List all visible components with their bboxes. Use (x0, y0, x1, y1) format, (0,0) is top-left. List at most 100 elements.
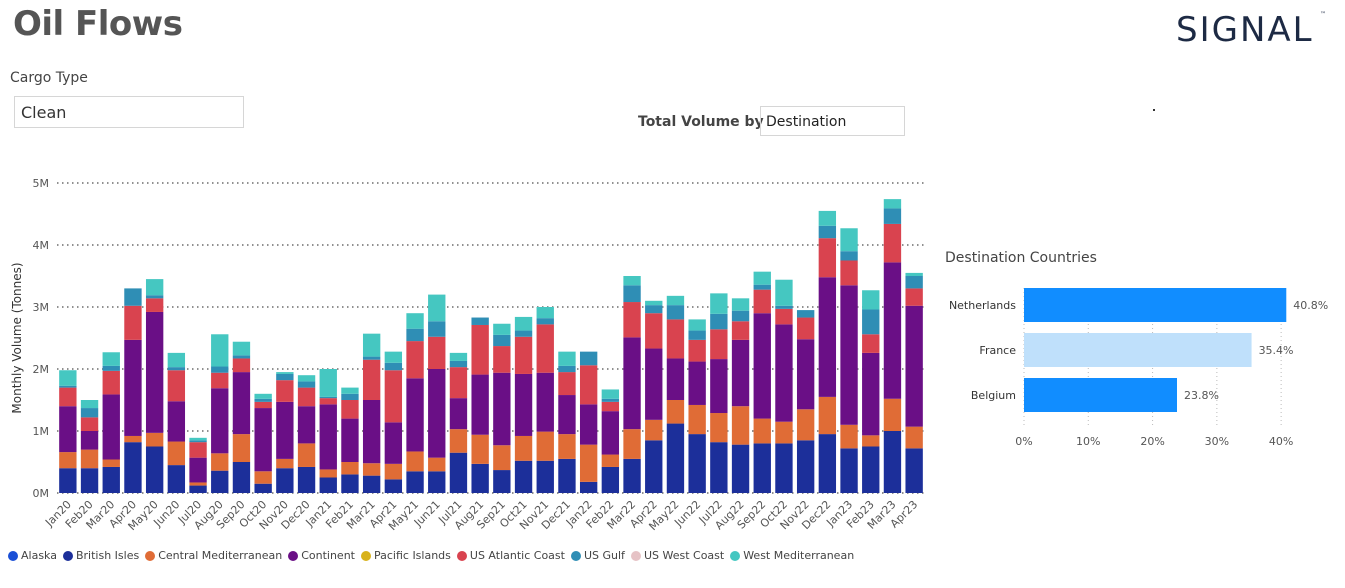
bar-segment (558, 458, 576, 493)
bar-segment (818, 277, 837, 397)
bar-segment (688, 361, 706, 405)
bar-segment (319, 396, 337, 399)
total-volume-select[interactable]: Destination (760, 106, 905, 136)
bar-segment (775, 308, 793, 325)
bar-segment (189, 457, 207, 483)
cargo-type-label: Cargo Type (10, 70, 88, 86)
bar-segment (319, 404, 337, 470)
bar-segment (232, 462, 251, 493)
bar-segment (384, 463, 403, 480)
bar-segment (883, 431, 902, 493)
bar-segment (862, 334, 880, 353)
bar-segment (840, 424, 858, 449)
bar-segment (254, 483, 272, 493)
bar-segment (189, 440, 207, 443)
bar-segment (579, 404, 598, 445)
y-tick-label: 0M (33, 487, 50, 500)
bar-segment (775, 305, 793, 309)
legend-item[interactable]: Pacific Islands (360, 549, 451, 562)
legend-item[interactable]: Central Mediterranean (145, 549, 282, 562)
bar-segment (406, 341, 424, 379)
bar-segment (883, 262, 902, 399)
legend-swatch (730, 550, 741, 561)
legend-item[interactable]: US West Coast (630, 549, 724, 562)
bar-segment (753, 418, 771, 444)
bar-segment (341, 462, 359, 475)
bar-segment (601, 454, 620, 467)
bar-segment (449, 398, 468, 430)
bar-segment (840, 228, 858, 252)
bar-segment (623, 302, 641, 338)
bar-segment (124, 442, 142, 493)
bar-segment (666, 358, 685, 400)
bar-segment (905, 448, 923, 493)
bar-segment (796, 317, 815, 340)
bar-segment (905, 305, 923, 427)
bar-segment (753, 289, 771, 314)
bar-segment (211, 470, 229, 493)
bar-segment (384, 422, 403, 464)
bar-segment (536, 324, 554, 373)
legend-label: US Gulf (583, 549, 625, 562)
bar-segment (428, 294, 446, 322)
cargo-type-select[interactable]: Clean (14, 96, 244, 128)
bar-segment (862, 290, 880, 310)
bar-segment (297, 375, 316, 382)
legend-label: Alaska (21, 549, 57, 562)
bar-segment (59, 387, 77, 407)
legend-item[interactable]: US Gulf (570, 549, 625, 562)
bar-segment (124, 435, 142, 443)
bar-segment (428, 369, 446, 458)
bar-segment (601, 466, 620, 493)
bar-segment (145, 446, 164, 493)
legend: Alaska British Isles Central Mediterranean… (8, 549, 860, 562)
stray-dot (1153, 109, 1155, 111)
bar-segment (341, 393, 359, 400)
destination-countries-title: Destination Countries (945, 250, 1097, 266)
y-tick-label: 2M (33, 363, 50, 376)
signal-logo: SIGNAL ™ (1176, 10, 1326, 48)
bar-segment (232, 355, 251, 359)
bar-segment (341, 418, 359, 462)
bar-segment (341, 474, 359, 493)
bar-segment (80, 468, 99, 493)
bar-segment (688, 339, 706, 362)
bar-segment (796, 409, 815, 441)
bar-segment (406, 313, 424, 329)
bar-segment (276, 468, 294, 493)
legend-item[interactable]: West Mediterranean (730, 549, 854, 562)
bar-segment (514, 460, 533, 493)
bar-segment (232, 341, 251, 356)
legend-item[interactable]: Continent (288, 549, 355, 562)
bar-segment (167, 401, 186, 442)
bar-segment (731, 310, 750, 322)
bar-segment (145, 295, 164, 299)
bar-segment (710, 313, 728, 330)
bar-segment (796, 310, 815, 318)
x-tick-label: 0% (1015, 435, 1032, 448)
bar-segment (80, 408, 99, 418)
bar-segment (710, 442, 728, 493)
bar-segment (428, 471, 446, 493)
value-label: 40.8% (1293, 299, 1328, 312)
bar-segment (362, 333, 381, 357)
bar-segment (428, 336, 446, 369)
bar-segment (362, 356, 381, 360)
legend-item[interactable]: Alaska (8, 549, 57, 562)
bar-segment (514, 336, 533, 374)
bar-segment (623, 458, 641, 493)
bar-segment (645, 305, 663, 314)
bar-segment (254, 393, 272, 399)
bar-segment (80, 449, 99, 469)
legend-item[interactable]: British Isles (62, 549, 139, 562)
bar-segment (254, 401, 272, 409)
bar-segment (710, 413, 728, 443)
bar-segment (319, 369, 337, 397)
bar-segment (232, 358, 251, 373)
bar-segment (731, 298, 750, 311)
bar-segment (189, 437, 207, 441)
country-bar (1024, 288, 1287, 322)
bar-segment (102, 394, 120, 460)
bar-segment (145, 298, 164, 312)
legend-item[interactable]: US Atlantic Coast (456, 549, 565, 562)
